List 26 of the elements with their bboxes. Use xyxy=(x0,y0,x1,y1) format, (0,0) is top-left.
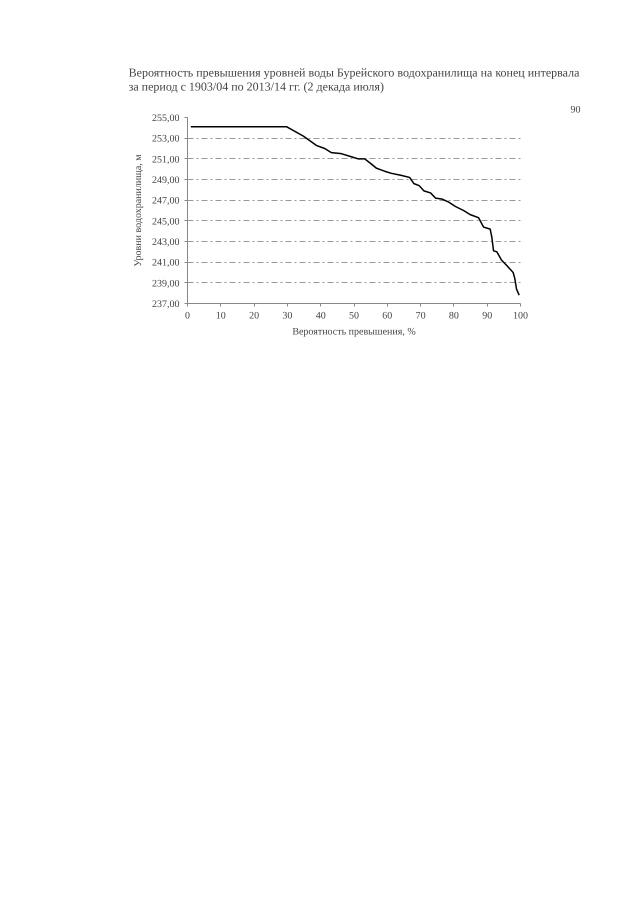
x-tick-label: 90 xyxy=(482,310,492,322)
text: 90 xyxy=(570,104,580,116)
y-tick-label: 253,00 xyxy=(152,134,180,145)
x-tick-label: 60 xyxy=(382,310,392,322)
x-tick-label: 10 xyxy=(216,310,226,322)
y-axis-title: Уровни водохранилища, м xyxy=(133,154,144,267)
y-tick-label: 251,00 xyxy=(152,154,180,166)
y-tick-label: 247,00 xyxy=(152,196,180,207)
x-tick-label: 50 xyxy=(349,310,359,322)
x-tick-label: 70 xyxy=(416,310,426,322)
line-series xyxy=(190,126,520,296)
y-tick-label: 239,00 xyxy=(152,278,180,290)
chart-title: Вероятность превышения уровней воды Бурейского водохранилища на конец интервала за период с 1903/04 по 2013/14 гг. (2 декада июля) xyxy=(128,66,580,94)
y-tick-label: 249,00 xyxy=(152,175,180,186)
x-tick-label: 100 xyxy=(513,310,528,322)
x-axis-title: Вероятность превышения, % xyxy=(292,326,416,338)
y-tick-label: 243,00 xyxy=(152,237,180,248)
y-tick-label: 241,00 xyxy=(152,258,180,269)
y-tick-label: 255,00 xyxy=(152,113,180,124)
x-tick-label: 40 xyxy=(316,310,326,322)
y-tick-label: 237,00 xyxy=(152,299,180,310)
x-tick-label: 30 xyxy=(282,310,292,322)
x-tick-label: 20 xyxy=(249,310,260,322)
x-tick-label: 80 xyxy=(448,310,459,322)
x-tick-label: 0 xyxy=(185,310,190,322)
y-tick-label: 245,00 xyxy=(152,216,180,228)
